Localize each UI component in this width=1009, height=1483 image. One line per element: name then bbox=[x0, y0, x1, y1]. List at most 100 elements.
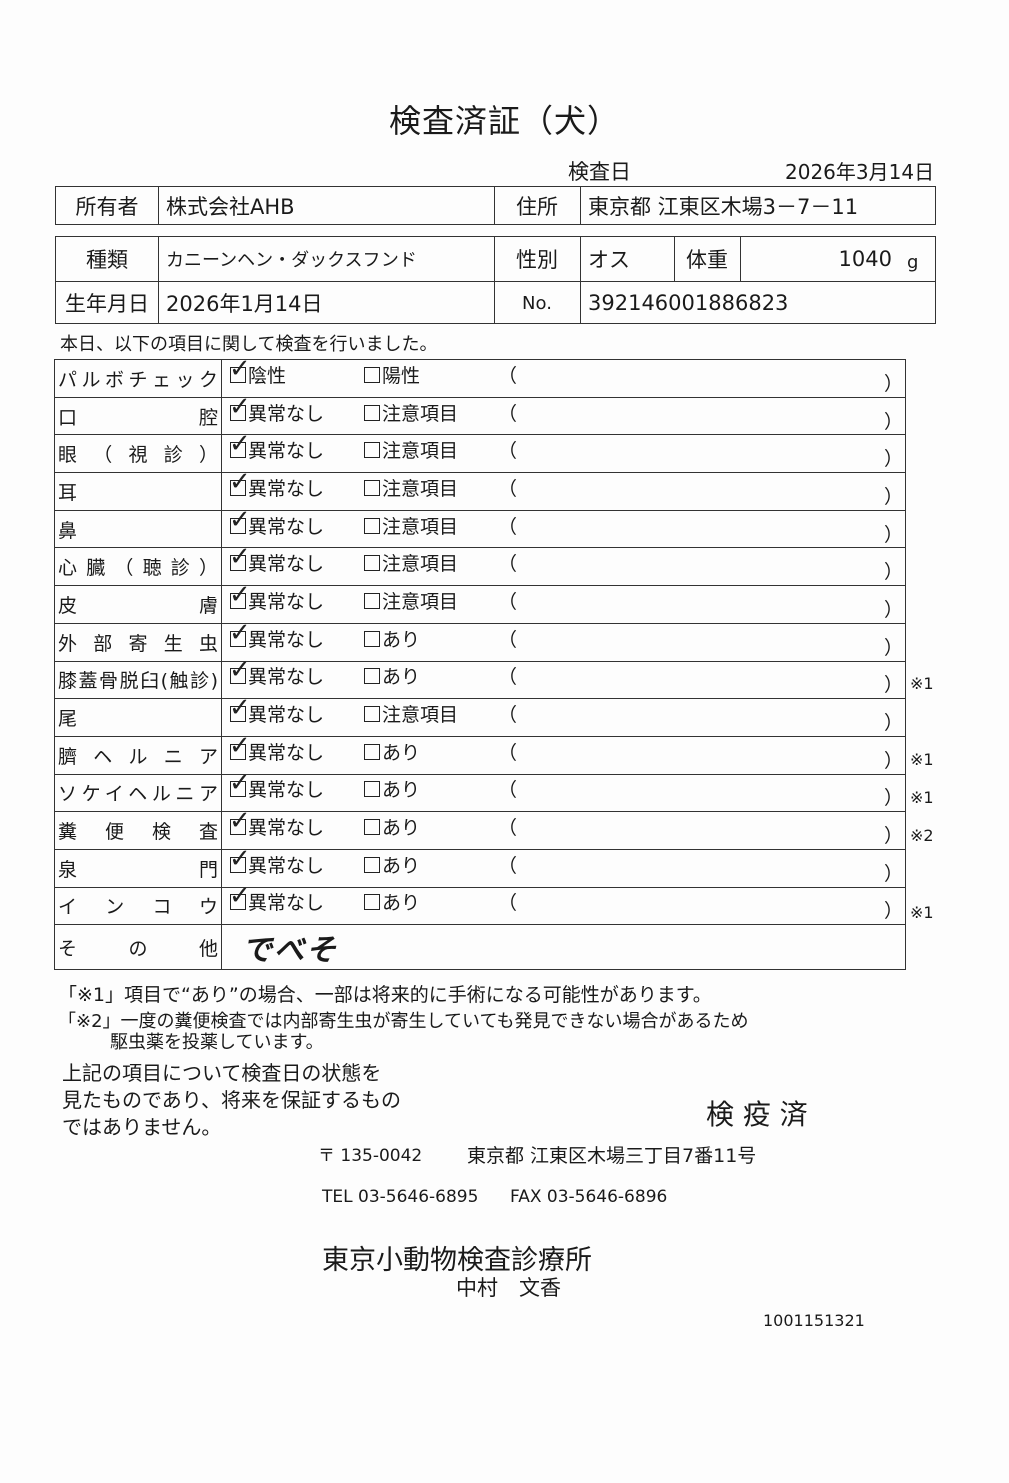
checkbox-checked[interactable]: ✓ bbox=[229, 881, 251, 911]
option-normal[interactable]: ✓ 異常なし bbox=[229, 467, 364, 501]
no-value: 392146001886823 bbox=[588, 291, 789, 315]
option-abnormal[interactable]: 注意項目 bbox=[364, 399, 498, 426]
remarks-open: （ bbox=[498, 666, 518, 689]
option-normal[interactable]: ✓ 異常なし bbox=[229, 429, 364, 463]
item-label-text: 糞便検査 bbox=[58, 821, 218, 844]
item-label-text: 眼（視診） bbox=[58, 444, 218, 467]
option-label: あり bbox=[382, 854, 421, 877]
item-label-text: ソケイヘルニア bbox=[58, 783, 218, 806]
weight-unit: g bbox=[907, 251, 919, 273]
option-abnormal[interactable]: 注意項目 bbox=[364, 700, 498, 727]
checkbox-checked[interactable]: ✓ bbox=[229, 768, 251, 798]
remarks-close: ） bbox=[883, 712, 903, 735]
no-label: No. bbox=[522, 292, 552, 314]
checklist-row: 尾 ✓ 異常なし 注意項目（） bbox=[54, 693, 906, 737]
checkbox-checked[interactable]: ✓ bbox=[229, 392, 251, 422]
check-mark-icon: ✓ bbox=[229, 504, 251, 535]
checkbox-checked[interactable]: ✓ bbox=[229, 429, 251, 459]
checkbox-checked[interactable]: ✓ bbox=[229, 618, 251, 648]
item-label: 口腔 bbox=[54, 396, 222, 436]
checkbox-checked[interactable]: ✓ bbox=[229, 505, 251, 535]
checkbox-checked[interactable]: ✓ bbox=[229, 467, 251, 497]
checkbox-unchecked[interactable] bbox=[364, 668, 380, 685]
checkbox-checked[interactable]: ✓ bbox=[229, 693, 251, 723]
checkbox-checked[interactable]: ✓ bbox=[229, 580, 251, 610]
option-normal[interactable]: ✓ 異常なし bbox=[229, 881, 364, 915]
dob-value: 2026年1月14日 bbox=[166, 292, 323, 316]
checkbox-unchecked[interactable] bbox=[364, 819, 380, 836]
option-abnormal[interactable]: あり bbox=[364, 738, 498, 765]
option-label: 注意項目 bbox=[382, 515, 459, 538]
checkbox-unchecked[interactable] bbox=[364, 442, 380, 459]
option-label: 異常なし bbox=[248, 553, 325, 576]
fax: FAX 03-5646-6896 bbox=[510, 1187, 668, 1207]
animal-table: 種類 カニーンヘン・ダックスフンド 性別 オス 体重 1040 g 生年月日 2… bbox=[55, 236, 936, 324]
option-normal[interactable]: ✓ 異常なし bbox=[229, 844, 364, 878]
checkbox-unchecked[interactable] bbox=[364, 706, 380, 723]
option-normal[interactable]: ✓ 異常なし bbox=[229, 731, 364, 765]
option-abnormal[interactable]: あり bbox=[364, 775, 498, 802]
option-normal[interactable]: ✓ 異常なし bbox=[229, 618, 364, 652]
checkbox-unchecked[interactable] bbox=[364, 479, 380, 496]
remarks-close: ） bbox=[883, 862, 903, 885]
option-label: 注意項目 bbox=[382, 440, 459, 463]
remarks-close: ） bbox=[883, 448, 903, 471]
checkbox-checked[interactable]: ✓ bbox=[229, 806, 251, 836]
option-normal[interactable]: ✓ 異常なし bbox=[229, 392, 364, 426]
option-abnormal[interactable]: 注意項目 bbox=[364, 512, 498, 539]
option-abnormal[interactable]: 注意項目 bbox=[364, 474, 498, 501]
checkbox-unchecked[interactable] bbox=[364, 743, 380, 760]
checkbox-unchecked[interactable] bbox=[364, 592, 380, 609]
option-abnormal[interactable]: 陽性 bbox=[364, 361, 498, 388]
option-abnormal[interactable]: 注意項目 bbox=[364, 549, 498, 576]
remarks-open: （ bbox=[498, 854, 518, 877]
remarks-close: ） bbox=[883, 485, 903, 508]
check-mark-icon: ✓ bbox=[229, 730, 251, 761]
postal-code: 〒 135-0042 bbox=[318, 1146, 423, 1166]
checkbox-checked[interactable]: ✓ bbox=[229, 844, 251, 874]
option-abnormal[interactable]: あり bbox=[364, 851, 498, 878]
checkbox-unchecked[interactable] bbox=[364, 856, 380, 873]
checkbox-checked[interactable]: ✓ bbox=[229, 655, 251, 685]
check-mark-icon: ✓ bbox=[229, 768, 251, 799]
option-normal[interactable]: ✓ 異常なし bbox=[229, 655, 364, 689]
option-label: 異常なし bbox=[248, 704, 325, 727]
option-normal[interactable]: ✓ 異常なし bbox=[229, 580, 364, 614]
option-label: 陽性 bbox=[382, 364, 421, 387]
check-mark-icon: ✓ bbox=[229, 353, 251, 384]
checklist-row: インコウ ✓ 異常なし あり（） bbox=[54, 881, 906, 926]
option-abnormal[interactable]: あり bbox=[364, 625, 498, 652]
option-abnormal[interactable]: あり bbox=[364, 662, 498, 689]
item-label: 泉門 bbox=[54, 848, 222, 888]
checkbox-unchecked[interactable] bbox=[364, 894, 380, 911]
footnote-2: 「※2」一度の糞便検査では内部寄生虫が寄生していても発見できない場合があるため bbox=[58, 1011, 749, 1032]
option-label: 注意項目 bbox=[382, 477, 459, 500]
dob-label: 生年月日 bbox=[65, 292, 149, 316]
option-normal[interactable]: ✓ 異常なし bbox=[229, 768, 364, 802]
checkbox-checked[interactable]: ✓ bbox=[229, 731, 251, 761]
checkbox-checked[interactable]: ✓ bbox=[229, 354, 251, 384]
option-abnormal[interactable]: 注意項目 bbox=[364, 436, 498, 463]
option-abnormal[interactable]: あり bbox=[364, 888, 498, 915]
checkbox-unchecked[interactable] bbox=[364, 555, 380, 572]
check-mark-icon: ✓ bbox=[229, 466, 251, 497]
item-label: 外部寄生虫 bbox=[54, 622, 222, 662]
remarks-open: （ bbox=[498, 364, 518, 387]
option-abnormal[interactable]: あり bbox=[364, 813, 498, 840]
option-normal[interactable]: ✓ 異常なし bbox=[229, 806, 364, 840]
clinic-address: 東京都 江東区木場三丁目7番11号 bbox=[467, 1145, 757, 1167]
handwritten-remark: でべそ bbox=[242, 933, 338, 969]
option-normal[interactable]: ✓ 異常なし bbox=[229, 505, 364, 539]
remarks-open: （ bbox=[498, 704, 518, 727]
option-normal[interactable]: ✓ 異常なし bbox=[229, 693, 364, 727]
option-normal[interactable]: ✓ 陰性 bbox=[229, 354, 364, 388]
option-normal[interactable]: ✓ 異常なし bbox=[229, 542, 364, 576]
checkbox-unchecked[interactable] bbox=[364, 517, 380, 534]
checkbox-unchecked[interactable] bbox=[364, 404, 380, 421]
checkbox-unchecked[interactable] bbox=[364, 366, 380, 383]
checkbox-checked[interactable]: ✓ bbox=[229, 542, 251, 572]
option-abnormal[interactable]: 注意項目 bbox=[364, 587, 498, 614]
option-label: あり bbox=[382, 666, 421, 689]
checkbox-unchecked[interactable] bbox=[364, 781, 380, 798]
checkbox-unchecked[interactable] bbox=[364, 630, 380, 647]
